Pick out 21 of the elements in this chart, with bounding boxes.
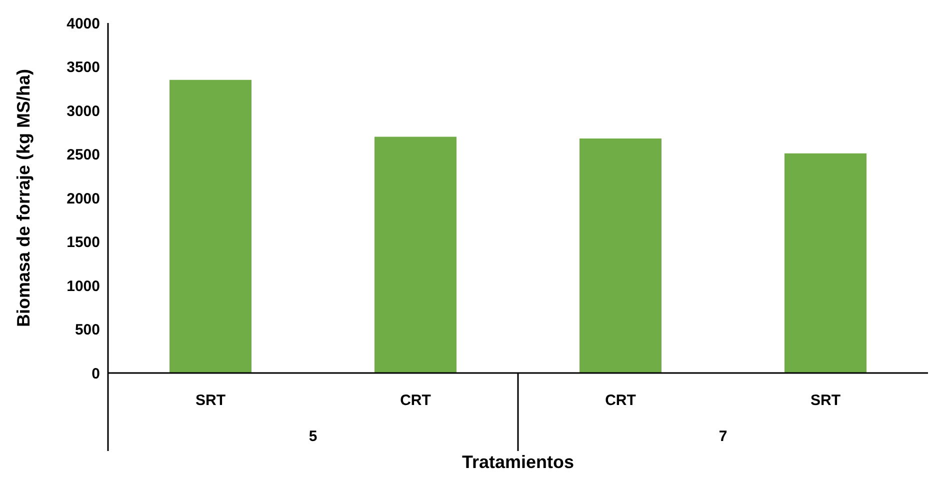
x-axis-title: Tratamientos [462, 452, 574, 472]
y-tick-label: 2500 [66, 146, 100, 164]
text: 5 [308, 428, 318, 445]
x-tick-label: SRT [196, 392, 226, 409]
bar [784, 153, 866, 373]
y-tick-label: 2000 [66, 190, 100, 208]
x-tick-label: SRT [810, 392, 840, 409]
x-tick-label: CRT [605, 392, 636, 409]
y-tick-label: 1000 [66, 278, 100, 295]
y-tick-label: 4000 [66, 15, 100, 32]
y-tick-label: 3000 [66, 102, 100, 120]
y-axis-title: Biomasa de forraje (kg MS/ha) [13, 68, 34, 328]
x-tick-label: CRT [400, 392, 431, 409]
bar [580, 138, 662, 373]
text: 7 [718, 428, 728, 445]
bar [374, 136, 456, 373]
y-tick-label: 0 [92, 365, 100, 382]
y-tick-label: 3500 [66, 59, 100, 76]
bar [170, 80, 252, 373]
y-tick-label: 500 [74, 322, 100, 339]
y-tick-label: 1500 [66, 234, 100, 252]
